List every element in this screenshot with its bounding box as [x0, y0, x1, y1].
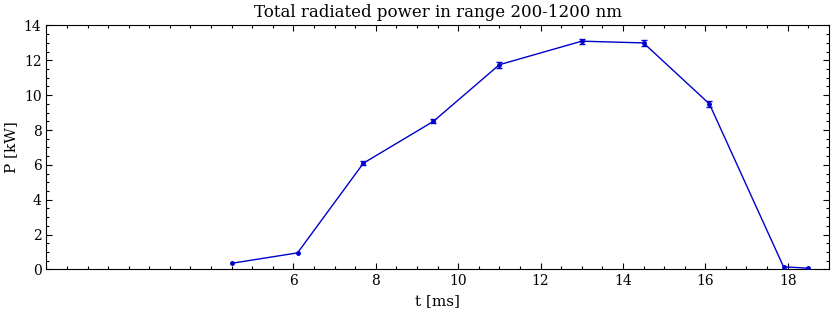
Y-axis label: P [kW]: P [kW]	[4, 122, 18, 173]
X-axis label: t [ms]: t [ms]	[415, 294, 460, 308]
Title: Total radiated power in range 200-1200 nm: Total radiated power in range 200-1200 n…	[253, 4, 621, 21]
